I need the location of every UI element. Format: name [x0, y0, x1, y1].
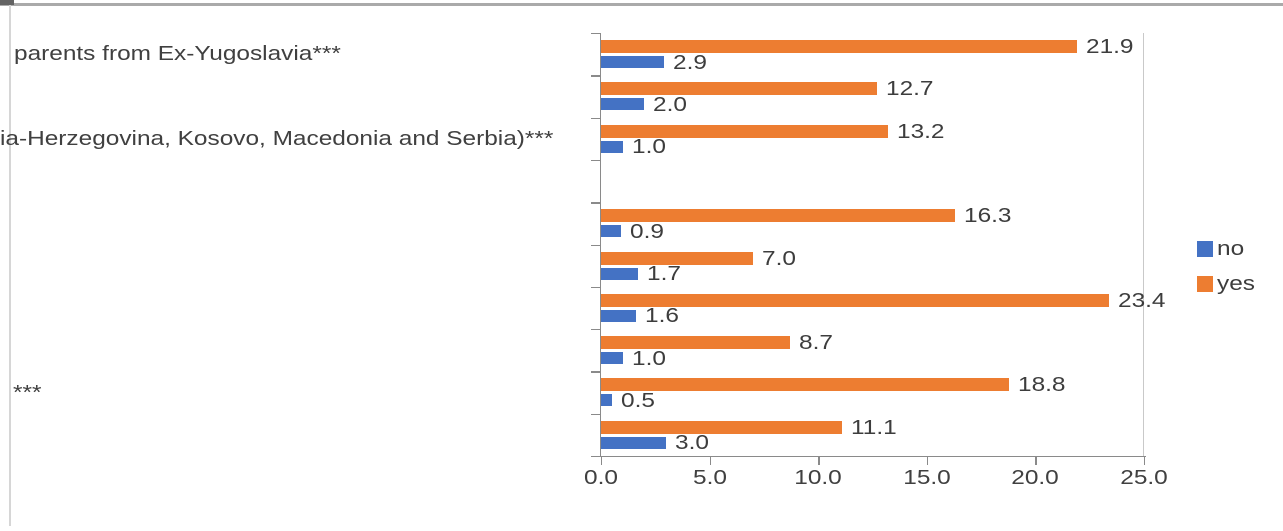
legend: no yes — [1197, 238, 1255, 311]
data-label-yes-1: 12.7 — [885, 78, 934, 101]
y-axis-tick — [591, 244, 601, 246]
bar-no-2 — [601, 140, 623, 153]
x-axis-tick — [709, 457, 711, 465]
y-axis-tick — [591, 286, 601, 289]
x-axis-tick — [926, 457, 929, 465]
y-axis-tick — [591, 371, 601, 373]
category-label-0: parents from Ex-Yugoslavia*** — [14, 43, 341, 66]
data-label-no-0: 2.9 — [673, 51, 707, 74]
bar-no-6 — [601, 309, 636, 322]
legend-item-no: no — [1197, 238, 1248, 260]
bar-yes-7 — [601, 336, 790, 350]
bar-yes-6 — [601, 293, 1110, 307]
y-axis-tick — [591, 117, 601, 119]
x-axis-label: 0.0 — [584, 467, 618, 489]
data-label-no-7: 1.0 — [631, 347, 666, 370]
legend-item-yes: yes — [1197, 274, 1255, 294]
y-axis-tick — [591, 33, 601, 35]
bar-no-4 — [601, 225, 621, 238]
x-axis-label: 10.0 — [794, 467, 842, 489]
x-axis-label: 15.0 — [903, 467, 951, 489]
bar-yes-9 — [601, 420, 843, 434]
x-axis-tick — [601, 457, 603, 465]
x-axis-label: 25.0 — [1120, 467, 1168, 489]
data-label-yes-2: 13.2 — [896, 120, 945, 143]
category-label-2: ia-Herzegovina, Kosovo, Macedonia and Se… — [0, 127, 554, 150]
data-label-yes-0: 21.9 — [1085, 36, 1134, 58]
data-label-no-9: 3.0 — [675, 432, 710, 455]
data-label-yes-4: 16.3 — [964, 205, 1012, 228]
x-axis-line — [591, 455, 1146, 457]
bar-yes-5 — [601, 251, 753, 265]
bar-yes-4 — [601, 209, 955, 223]
x-axis-tick — [1144, 457, 1146, 465]
data-label-no-8: 0.5 — [620, 389, 655, 412]
data-label-yes-9: 11.1 — [851, 416, 897, 439]
plot-right-border — [1142, 33, 1144, 456]
y-axis-tick — [591, 75, 601, 77]
category-label-8: *** — [13, 381, 42, 404]
data-label-no-5: 1.7 — [646, 263, 681, 285]
y-axis-tick — [591, 329, 601, 331]
y-axis-tick — [591, 413, 601, 416]
bar-yes-2 — [601, 124, 888, 138]
x-axis-tick — [1035, 457, 1037, 465]
x-axis-tick — [818, 457, 820, 465]
legend-label-yes: yes — [1217, 273, 1255, 295]
bar-no-0 — [601, 56, 664, 68]
bar-no-5 — [601, 267, 638, 280]
x-axis-label: 5.0 — [692, 467, 727, 489]
y-axis-tick — [591, 159, 601, 162]
y-axis-tick — [591, 202, 601, 204]
bar-no-1 — [601, 98, 645, 111]
bar-no-7 — [601, 352, 623, 365]
chart-frame-left-border — [9, 5, 11, 526]
bar-no-9 — [601, 436, 667, 449]
bar-no-8 — [601, 394, 612, 407]
data-label-no-4: 0.9 — [629, 220, 664, 243]
bar-yes-1 — [601, 82, 877, 96]
data-label-no-1: 2.0 — [653, 93, 688, 116]
bar-yes-0 — [601, 40, 1077, 53]
legend-swatch-no-icon — [1197, 241, 1213, 257]
legend-label-no: no — [1217, 238, 1245, 260]
data-label-yes-8: 18.8 — [1018, 374, 1066, 397]
data-label-yes-7: 8.7 — [799, 332, 833, 355]
data-label-yes-6: 23.4 — [1118, 289, 1166, 312]
data-label-no-6: 1.6 — [644, 305, 679, 328]
data-label-no-2: 1.0 — [631, 136, 666, 159]
legend-swatch-yes-icon — [1197, 276, 1213, 292]
x-axis-label: 20.0 — [1011, 467, 1060, 489]
top-divider-dark-cap — [0, 0, 14, 5]
data-label-yes-5: 7.0 — [762, 247, 796, 270]
bar-yes-8 — [601, 378, 1010, 392]
top-divider-line — [0, 3, 1283, 6]
